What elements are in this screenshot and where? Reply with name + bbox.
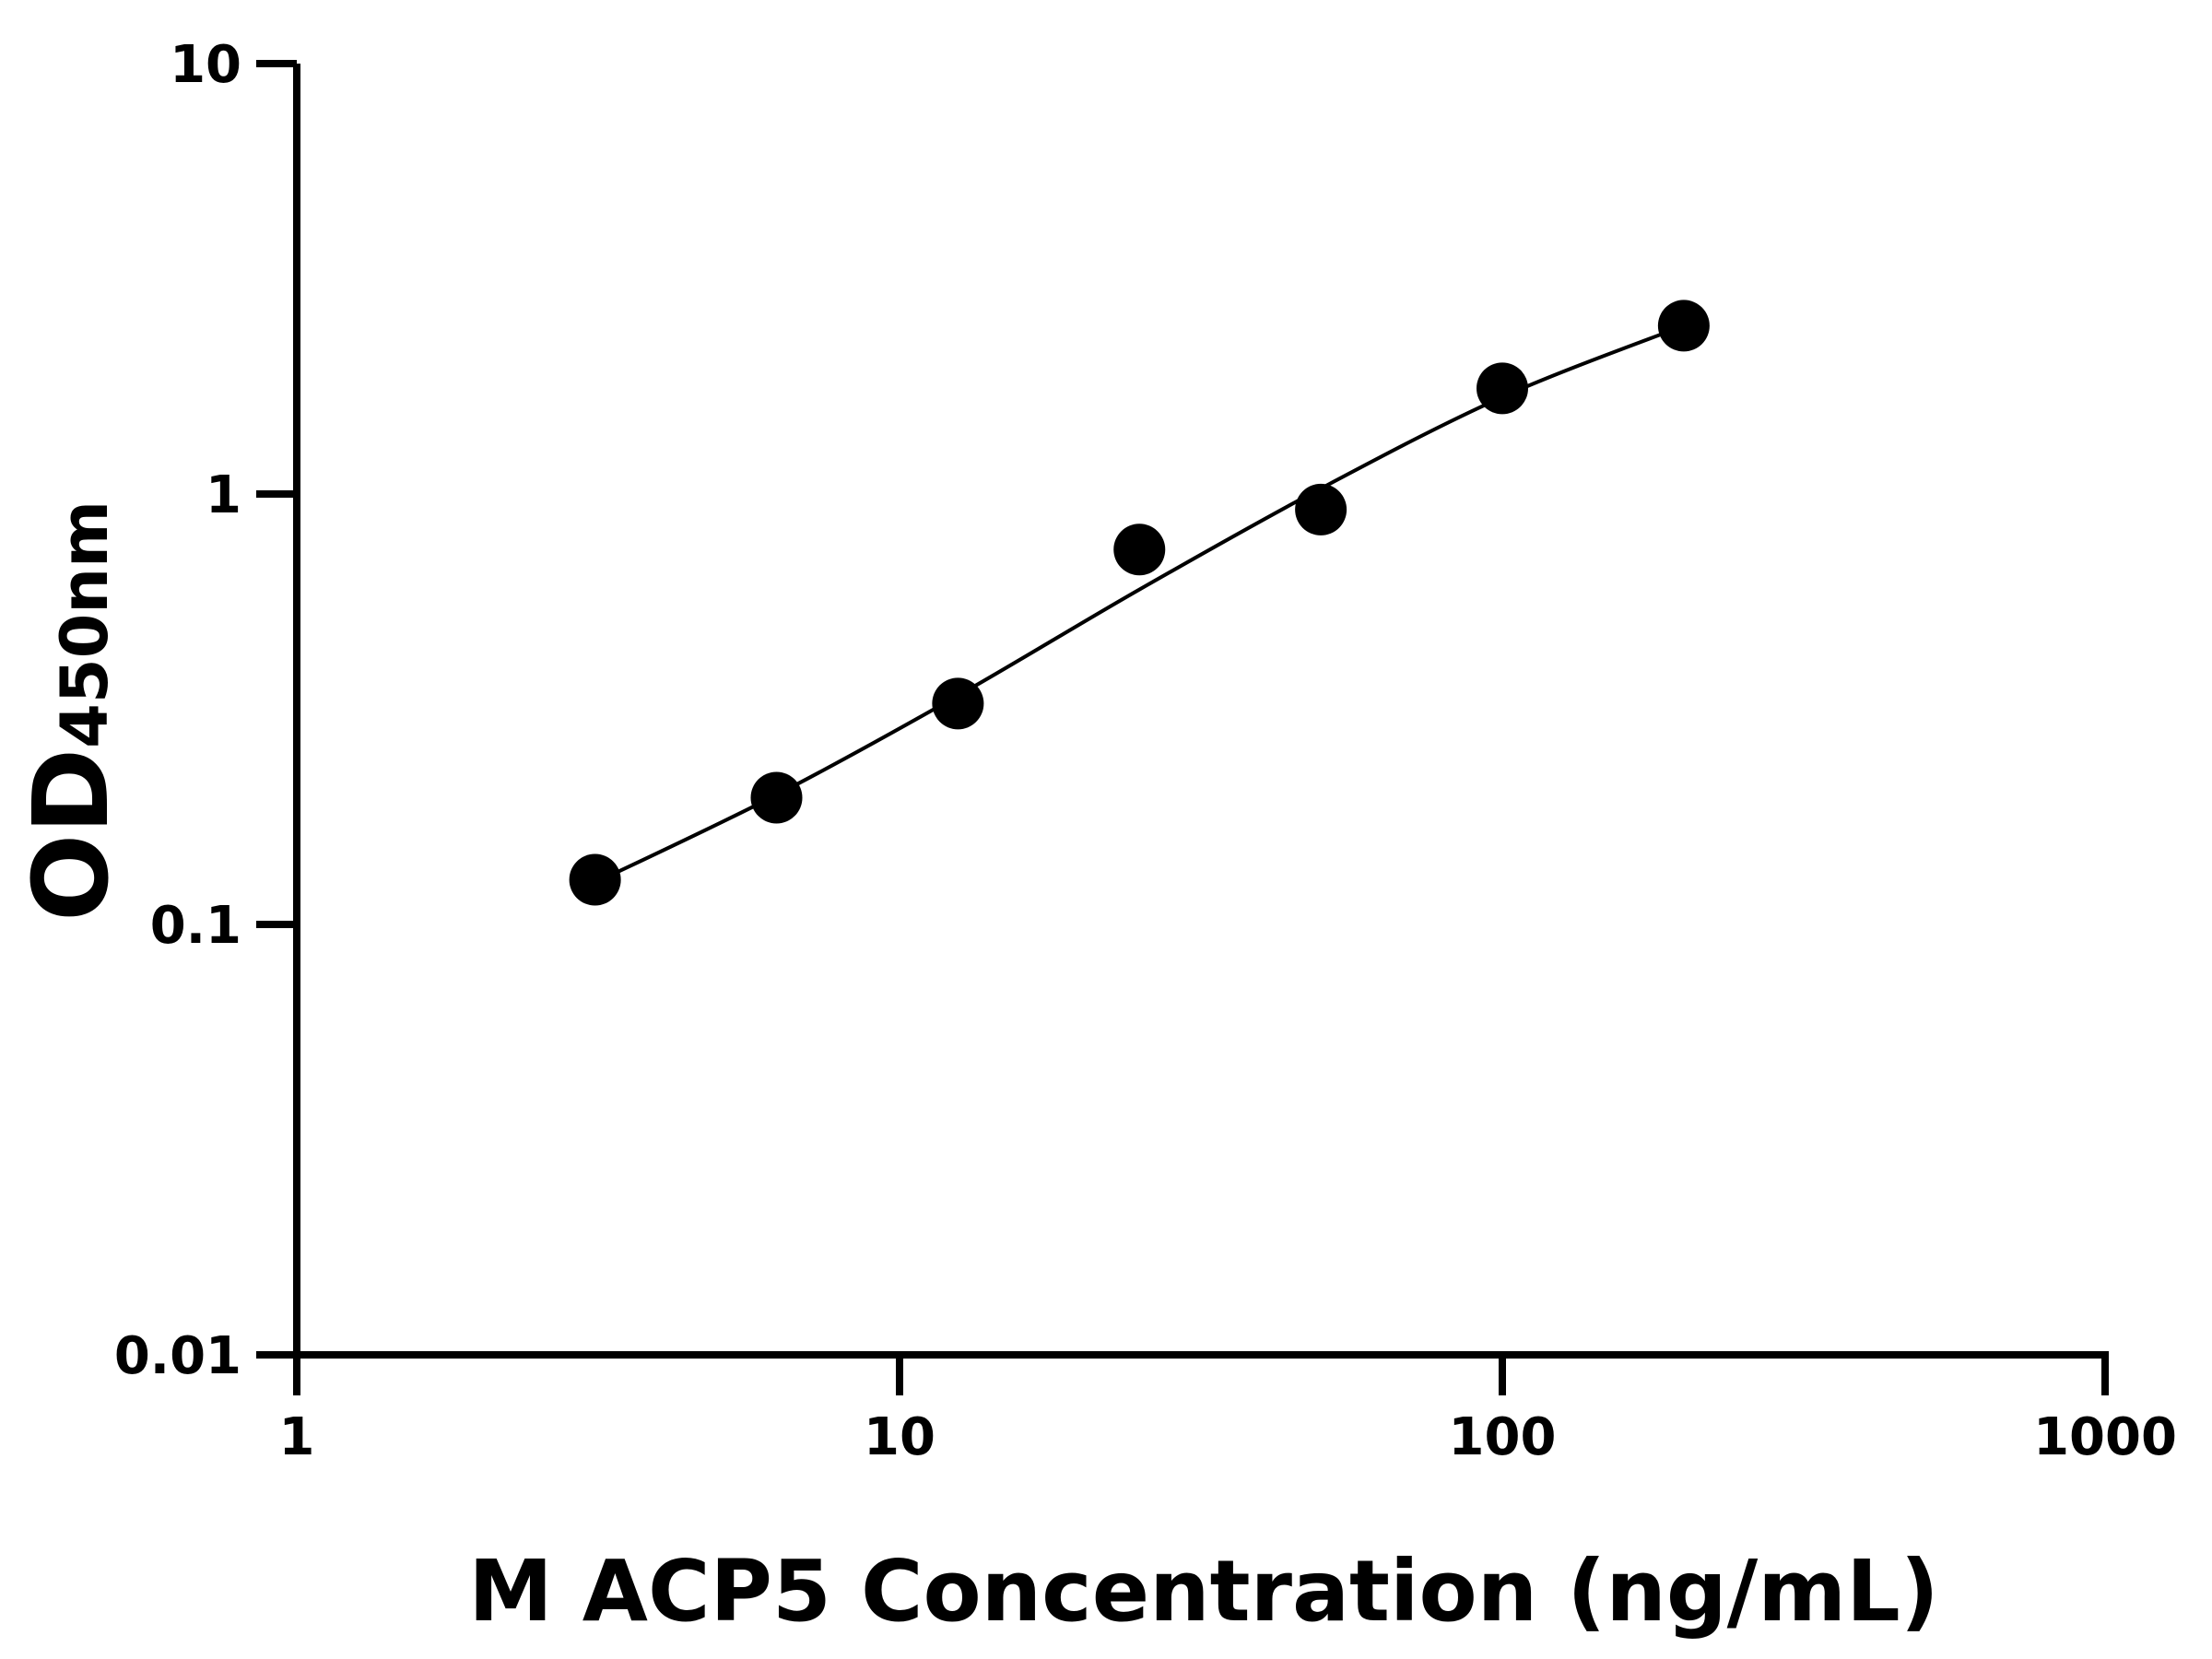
y-tick-labels: 0.01 0.1 1 10 bbox=[114, 35, 241, 1386]
data-point bbox=[569, 853, 621, 906]
y-tick-label: 0.1 bbox=[150, 896, 241, 956]
axes bbox=[256, 60, 2109, 1395]
x-tick-label: 1 bbox=[279, 1407, 315, 1467]
data-points bbox=[569, 300, 1710, 906]
y-tick-label: 10 bbox=[170, 35, 241, 95]
data-point bbox=[750, 771, 803, 824]
y-axis-label-main: OD450nm bbox=[12, 500, 132, 922]
y-tick-label: 0.01 bbox=[114, 1326, 241, 1386]
x-tick-label: 100 bbox=[1449, 1407, 1557, 1467]
x-tick-label: 1000 bbox=[2033, 1407, 2177, 1467]
y-axis-label-subscript: 450nm bbox=[47, 500, 123, 748]
data-point bbox=[1295, 483, 1347, 535]
data-point bbox=[1477, 362, 1528, 415]
x-tick-labels: 1 10 100 1000 bbox=[279, 1407, 2177, 1467]
y-axis-label: OD450nm bbox=[12, 500, 132, 922]
x-axis-label: M ACP5 Concentration (ng/mL) bbox=[468, 1542, 1939, 1641]
y-tick-label: 1 bbox=[206, 465, 241, 525]
x-tick-label: 10 bbox=[864, 1407, 935, 1467]
data-point bbox=[932, 677, 984, 730]
data-point bbox=[1113, 524, 1166, 576]
data-point bbox=[1657, 300, 1710, 352]
